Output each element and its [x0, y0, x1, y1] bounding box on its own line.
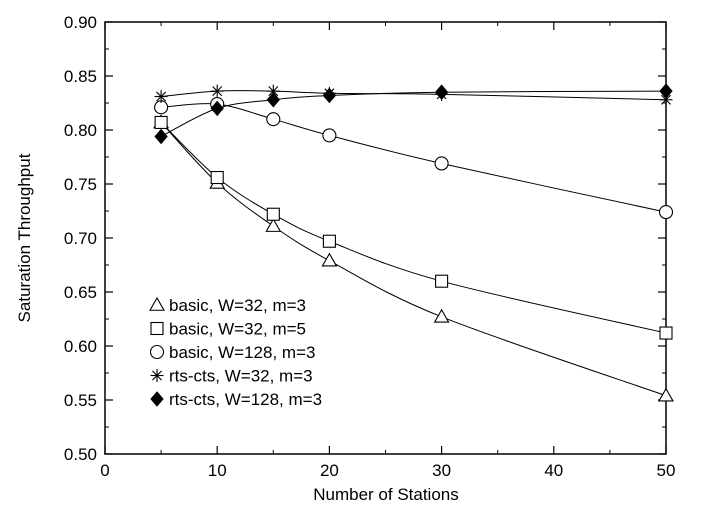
legend-label-2: basic, W=32, m=5 [169, 320, 306, 339]
series-3-point [658, 205, 674, 220]
series-3-point [434, 156, 449, 171]
series-3-point [322, 128, 337, 143]
legend: basic, W=32, m=3 basic, W=32, m=5 basic, W… [149, 296, 322, 409]
legend-label-4: rts-cts, W=32, m=3 [169, 367, 313, 386]
y-tick-label: 0.55 [64, 391, 97, 410]
legend-label-1: basic, W=32, m=3 [169, 296, 306, 315]
y-tick-label: 0.70 [64, 229, 97, 248]
y-tick-label: 0.65 [64, 283, 97, 302]
series-2-point [266, 207, 280, 221]
x-tick-label: 50 [657, 461, 676, 480]
legend-label-3: basic, W=128, m=3 [169, 343, 315, 362]
series-4-point [154, 90, 168, 104]
legend-marker-2 [150, 321, 164, 336]
series-1-point [658, 387, 674, 402]
series-5-point [322, 87, 337, 104]
series-2-point [322, 234, 336, 248]
x-tick-label: 40 [544, 461, 563, 480]
y-tick-label: 0.85 [64, 67, 97, 86]
y-tick-label: 0.75 [64, 175, 97, 194]
legend-marker-4 [150, 369, 164, 382]
legend-marker-1 [149, 296, 165, 311]
series-4-point [210, 84, 224, 98]
series-5-point [210, 100, 224, 117]
series-1-point [265, 218, 282, 232]
y-tick-label: 0.80 [64, 121, 97, 140]
legend-marker-3 [149, 344, 165, 360]
y-tick-label: 0.90 [64, 13, 97, 32]
y-tick-label: 0.60 [64, 337, 97, 356]
legend-label-5: rts-cts, W=128, m=3 [169, 390, 322, 409]
x-tick-label: 10 [208, 461, 227, 480]
x-tick-label: 20 [320, 461, 339, 480]
series-2-point [210, 170, 224, 185]
y-axis-title: Saturation Throughput [15, 153, 34, 322]
series-line-4 [161, 90, 667, 101]
series-5-point [154, 128, 168, 145]
series-3-point [266, 112, 281, 127]
series-5-point [266, 91, 280, 108]
series-2-point [154, 115, 168, 129]
y-tick-label: 0.50 [64, 445, 97, 464]
x-tick-label: 30 [432, 461, 451, 480]
series-1-point [433, 308, 450, 323]
axis-ticks [104, 21, 667, 455]
series-2-point [435, 274, 449, 288]
series-line-3 [161, 103, 667, 213]
series-markers [153, 83, 674, 402]
x-axis-title: Number of Stations [313, 485, 459, 504]
x-tick-label: 0 [100, 461, 109, 480]
series-2-point [659, 326, 673, 340]
series-5-point [434, 84, 449, 100]
tick-labels: 0 10 20 30 40 50 0.50 0.55 0.60 0.65 0.70 0.75 0.80 0… [64, 13, 676, 480]
series-5-point [659, 83, 673, 99]
series-1-point [321, 252, 338, 267]
legend-marker-5 [150, 391, 164, 407]
